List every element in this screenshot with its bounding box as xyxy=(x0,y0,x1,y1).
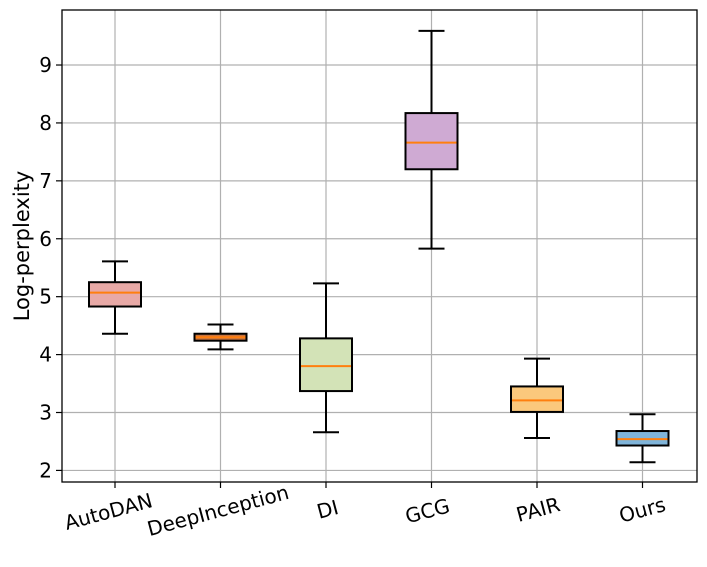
plot-area-frame xyxy=(61,9,698,483)
iqr-box xyxy=(299,337,353,393)
iqr-box xyxy=(404,112,459,171)
box-autodan xyxy=(88,260,142,335)
y-tick-label: 6 xyxy=(39,227,52,251)
y-tick-label: 2 xyxy=(39,458,52,482)
box-ours xyxy=(615,413,670,464)
box-pair xyxy=(510,357,564,439)
y-tick-label: 4 xyxy=(39,343,52,367)
box-di xyxy=(299,282,353,434)
boxes xyxy=(88,29,670,464)
y-tick-label: 5 xyxy=(39,285,52,309)
y-tick-label: 3 xyxy=(39,401,52,425)
y-tick-label: 9 xyxy=(39,53,52,77)
box-gcg xyxy=(404,29,459,250)
y-tick-label: 7 xyxy=(39,169,52,193)
y-tick-label: 8 xyxy=(39,111,52,135)
iqr-box xyxy=(510,385,564,413)
y-axis-label: Log-perplexity xyxy=(10,171,34,322)
box-deepinception xyxy=(193,323,248,351)
iqr-box xyxy=(88,281,142,308)
